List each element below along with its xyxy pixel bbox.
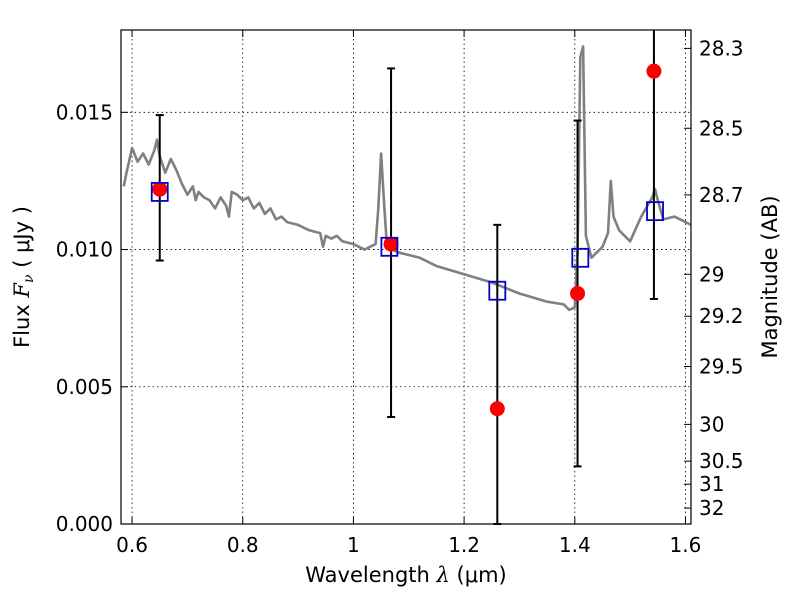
axis-ticks: 0.6 0.8 1 1.2 1.4 1.6 0.000 0.005 0.010 0.015 28.3…: [56, 30, 744, 557]
grid-lines: [121, 30, 691, 524]
y-axis-label: Flux Fν ( μJy ): [10, 206, 37, 348]
x-tick-label: 1.6: [670, 533, 702, 557]
y2-tick-label: 28.5: [699, 116, 744, 140]
y-tick-label: 0.015: [56, 100, 113, 124]
y2-tick-label: 31: [699, 472, 724, 496]
y2-tick-label: 28.3: [699, 36, 744, 60]
y-tick-label: 0.010: [56, 238, 113, 262]
model-photometry-square: [488, 280, 507, 301]
x-axis-label: Wavelength λ (μm): [305, 563, 506, 587]
observed-point: [489, 401, 505, 417]
model-sed-line: [122, 45, 691, 312]
y-tick-label: 0.005: [56, 375, 113, 399]
y2-tick-label: 29.2: [699, 304, 744, 328]
y2-tick-label: 32: [699, 496, 724, 520]
observed-point: [152, 181, 168, 197]
model-photometry-square: [380, 236, 399, 257]
x-tick-label: 0.8: [227, 533, 259, 557]
observed-point: [570, 285, 586, 301]
model-photometry-square: [571, 247, 590, 268]
observed-point: [646, 63, 662, 79]
y2-tick-label: 28.7: [699, 183, 744, 207]
observed-point: [383, 236, 399, 252]
y2-axis-label: Magnitude (AB): [758, 195, 782, 358]
plot-frame: [120, 29, 692, 525]
y2-tick-label: 30.5: [699, 449, 744, 473]
model-photometry-square: [646, 201, 664, 222]
y-tick-label: 0.000: [56, 512, 113, 536]
error-bars: [150, 30, 664, 525]
x-tick-label: 1: [347, 533, 360, 557]
x-tick-label: 0.6: [116, 533, 148, 557]
model-photometry-square: [150, 182, 169, 202]
y2-tick-label: 29.5: [699, 354, 744, 378]
x-tick-label: 1.2: [448, 533, 480, 557]
x-tick-label: 1.4: [559, 533, 591, 557]
plot-area: [122, 45, 691, 312]
y2-tick-label: 29: [699, 262, 724, 286]
y2-tick-label: 30: [699, 412, 724, 436]
